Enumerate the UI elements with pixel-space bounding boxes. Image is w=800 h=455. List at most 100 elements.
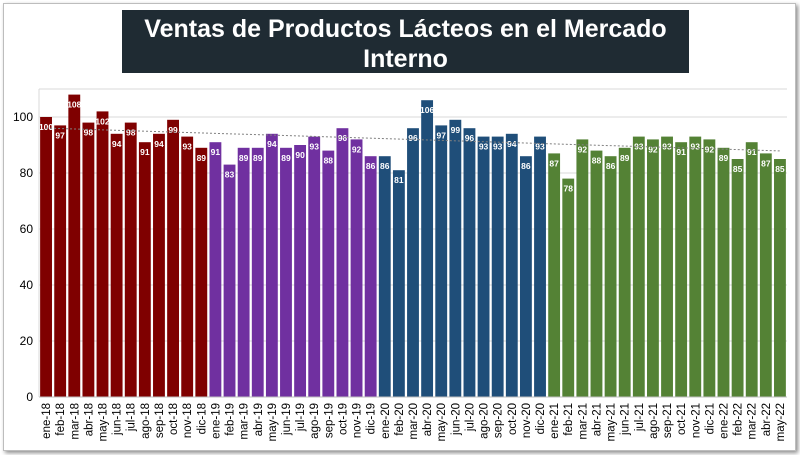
x-tick-label: jul-19: [295, 403, 307, 432]
data-label: 91: [676, 147, 686, 157]
bar: [717, 147, 730, 397]
data-label: 89: [719, 153, 729, 163]
x-tick-label: nov-20: [521, 403, 533, 438]
data-label: 78: [564, 184, 574, 194]
data-label: 90: [295, 150, 305, 160]
data-label: 91: [140, 147, 150, 157]
bar: [350, 139, 363, 397]
x-tick-label: jul-20: [464, 403, 476, 432]
data-label: 92: [648, 144, 658, 154]
data-label: 108: [67, 100, 81, 110]
x-tick-label: ene-22: [718, 403, 730, 439]
data-label: 91: [211, 147, 221, 157]
data-label: 96: [338, 133, 348, 143]
bar: [110, 133, 123, 398]
x-tick-label: nov-19: [352, 403, 364, 438]
x-tick-label: feb-20: [394, 403, 406, 436]
data-label: 85: [775, 164, 785, 174]
data-label: 86: [366, 161, 376, 171]
bar: [745, 142, 758, 397]
bar: [477, 136, 490, 397]
data-label: 94: [507, 139, 517, 149]
bar: [449, 119, 462, 398]
y-tick-label: 100: [13, 110, 33, 124]
data-label: 100: [39, 122, 53, 132]
bar: [646, 139, 659, 397]
bar: [82, 122, 95, 397]
bar: [731, 159, 744, 397]
data-label: 89: [239, 153, 249, 163]
data-label: 93: [309, 142, 319, 152]
data-label: 94: [267, 139, 277, 149]
chart-title: Ventas de Productos Lácteos en el Mercad…: [144, 15, 667, 73]
data-label: 96: [465, 133, 475, 143]
x-tick-label: ago-18: [140, 403, 152, 439]
data-label: 93: [493, 142, 503, 152]
bar: [703, 139, 716, 397]
bar: [209, 142, 222, 397]
data-label: 86: [606, 161, 616, 171]
bar: [280, 147, 292, 397]
x-tick-label: abr-21: [591, 403, 603, 436]
bar: [181, 136, 194, 397]
x-tick-label: sep-20: [493, 403, 505, 438]
chart-frame: Ventas de Productos Lácteos en el Mercad…: [3, 3, 796, 451]
bar: [618, 147, 631, 397]
bar: [562, 178, 575, 397]
x-tick-label: mar-18: [69, 403, 81, 439]
x-tick-label: feb-21: [563, 403, 575, 436]
x-tick-label: ago-19: [309, 403, 321, 439]
bar: [251, 147, 264, 397]
bar: [392, 170, 405, 397]
data-label: 102: [95, 116, 109, 126]
data-label: 91: [747, 147, 757, 157]
bar: [54, 125, 67, 398]
data-label: 86: [521, 161, 531, 171]
y-tick-label: 0: [26, 390, 33, 404]
data-label: 89: [620, 153, 630, 163]
data-label: 92: [352, 144, 362, 154]
bar: [604, 156, 617, 397]
x-tick-label: dic-18: [196, 403, 208, 434]
data-label: 87: [761, 158, 771, 168]
bar: [689, 136, 702, 397]
title-box: Ventas de Productos Lácteos en el Mercad…: [122, 10, 689, 96]
x-tick-label: dic-19: [366, 403, 378, 434]
data-label: 99: [451, 125, 461, 135]
bar: [237, 147, 250, 397]
bar: [322, 150, 335, 397]
x-tick-label: abr-18: [83, 403, 95, 436]
x-tick-label: abr-20: [422, 403, 434, 436]
bar: [505, 133, 518, 398]
bar: [124, 122, 137, 397]
data-label: 93: [535, 142, 545, 152]
x-tick-label: dic-21: [704, 403, 716, 434]
bar: [632, 136, 645, 397]
y-tick-label: 60: [20, 222, 34, 236]
y-tick-label: 80: [20, 166, 34, 180]
x-tick-label: may-19: [267, 403, 279, 441]
x-tick-label: jun-18: [112, 403, 124, 436]
data-label: 93: [691, 142, 701, 152]
x-tick-label: sep-18: [154, 403, 166, 438]
bar: [364, 156, 377, 397]
data-label: 93: [479, 142, 489, 152]
x-tick-label: sep-21: [662, 403, 674, 438]
x-tick-label: oct-20: [507, 403, 519, 435]
y-tick-label: 20: [20, 334, 34, 348]
x-tick-label: jul-21: [634, 403, 646, 432]
x-tick-label: may-18: [98, 403, 110, 441]
data-label: 89: [281, 153, 291, 163]
data-label: 85: [733, 164, 743, 174]
data-label: 83: [225, 170, 235, 180]
x-tick-label: oct-21: [676, 403, 688, 435]
x-tick-label: jun-21: [620, 403, 632, 436]
x-tick-label: ene-20: [380, 403, 392, 439]
data-label: 93: [182, 142, 192, 152]
bar: [167, 119, 180, 398]
bar: [195, 147, 208, 397]
bar: [576, 139, 589, 397]
data-label: 94: [154, 139, 164, 149]
data-label: 81: [394, 175, 404, 185]
data-label: 96: [408, 133, 418, 143]
